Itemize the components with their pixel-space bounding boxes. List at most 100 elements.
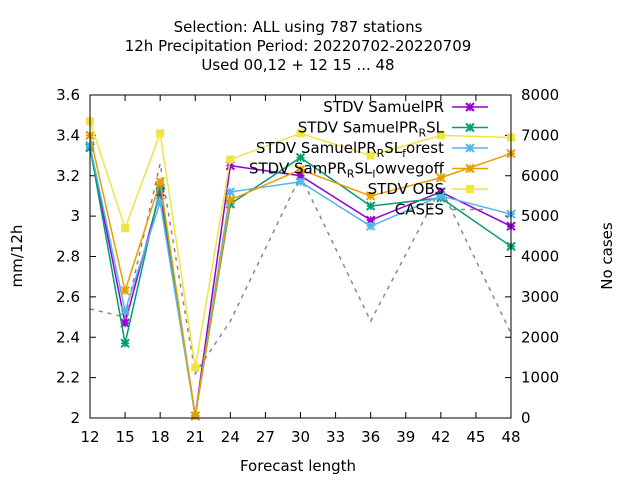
series-point xyxy=(121,224,130,233)
x-tick-label: 15 xyxy=(116,428,135,446)
y-tick-label: 2.6 xyxy=(56,288,80,306)
y2-tick-label: 4000 xyxy=(521,248,559,266)
x-tick-label: 18 xyxy=(151,428,170,446)
x-tick-label: 36 xyxy=(361,428,380,446)
y2-axis-label: No cases xyxy=(598,222,616,290)
series-point xyxy=(366,151,375,160)
series-point xyxy=(436,131,445,140)
x-tick-label: 30 xyxy=(291,428,310,446)
series-point xyxy=(120,286,130,296)
y-tick-label: 2.8 xyxy=(56,248,80,266)
y-tick-label: 3.2 xyxy=(56,167,80,185)
x-tick-label: 48 xyxy=(501,428,520,446)
x-axis-label: Forecast length xyxy=(240,457,356,475)
y-tick-label: 3 xyxy=(70,207,80,225)
series-point xyxy=(190,411,200,421)
y2-tick-label: 1000 xyxy=(521,369,559,387)
x-tick-label: 27 xyxy=(256,428,275,446)
title-line-2: 12h Precipitation Period: 20220702-20220… xyxy=(125,37,472,55)
series-point xyxy=(295,177,306,187)
y2-tick-label: 8000 xyxy=(521,86,559,104)
series-point xyxy=(365,221,376,231)
series-line xyxy=(89,147,512,417)
series-point xyxy=(295,152,306,163)
legend-label-main: STDV SamuelPR xyxy=(298,119,419,137)
legend-label-sub2: l xyxy=(372,168,375,181)
legend-label-main: STDV SamuelPR xyxy=(256,139,377,157)
series-3 xyxy=(85,140,516,421)
legend-label: STDV SamuelPR xyxy=(323,98,444,116)
series-point xyxy=(365,191,376,201)
title-line-1: Selection: ALL using 787 stations xyxy=(174,18,423,36)
y2-tick-label: 2000 xyxy=(521,328,559,346)
legend-marker xyxy=(465,143,475,153)
title-line-3: Used 00,12 + 12 15 ... 48 xyxy=(201,56,394,74)
legend-label: CASES xyxy=(395,201,444,219)
series-point xyxy=(296,129,305,138)
series-point xyxy=(295,164,306,175)
y-tick-label: 3.4 xyxy=(56,126,80,144)
legend-label-main: CASES xyxy=(395,201,444,219)
y-axis-label: mm/12h xyxy=(8,225,26,288)
legend-label-rest: SL xyxy=(426,119,445,137)
legend-marker xyxy=(465,163,475,174)
cases-line xyxy=(89,163,512,376)
cases-layer xyxy=(89,163,512,376)
legend-label: STDV SamuelPRRSL xyxy=(298,119,445,140)
series-point xyxy=(225,187,236,197)
x-tick-label: 24 xyxy=(221,428,240,446)
y2-tick-label: 3000 xyxy=(521,288,559,306)
legend-entry: STDV SamuelPR xyxy=(323,98,488,116)
series-line xyxy=(89,145,512,417)
legend-entry: CASES xyxy=(395,201,488,219)
series-point xyxy=(436,173,446,183)
x-tick-label: 33 xyxy=(326,428,345,446)
series-point xyxy=(120,338,130,349)
y2-tick-label: 7000 xyxy=(521,126,559,144)
legend-label-main: STDV OBS xyxy=(368,180,444,198)
y2-tick-label: 0 xyxy=(521,409,531,427)
series-point xyxy=(365,201,376,211)
x-tick-label: 45 xyxy=(466,428,485,446)
x-tick-label: 21 xyxy=(186,428,205,446)
legend-label-rest: SL xyxy=(384,139,403,157)
legend-label-sub: R xyxy=(347,168,355,181)
series-point xyxy=(226,155,235,164)
legend-entry: STDV OBS xyxy=(368,180,488,198)
legend-label-sub: R xyxy=(418,127,426,140)
legend-label-main: STDV SamPR xyxy=(249,160,347,178)
series-layer xyxy=(85,117,516,421)
legend-label-sub2: f xyxy=(402,147,407,160)
legend-entry: STDV SamuelPRRSLforest xyxy=(256,139,488,160)
legend-label-main: STDV SamuelPR xyxy=(323,98,444,116)
series-point xyxy=(156,129,165,138)
legend-label: STDV SamPRRSLlowvegoff xyxy=(249,160,445,181)
x-tick-label: 39 xyxy=(396,428,415,446)
y2-tick-label: 5000 xyxy=(521,207,559,225)
y-tick-label: 2 xyxy=(70,409,80,427)
legend-marker xyxy=(466,185,474,193)
y2-tick-label: 6000 xyxy=(521,167,559,185)
x-tick-label: 42 xyxy=(431,428,450,446)
legend-label-sub: R xyxy=(377,147,385,160)
series-point xyxy=(120,306,130,316)
series-point xyxy=(436,191,446,201)
legend-marker xyxy=(465,122,475,133)
y-tick-label: 2.2 xyxy=(56,369,80,387)
legend-label-rest2: orest xyxy=(406,139,444,157)
axes: 12 15 18 21 24 27 30 33 36 39 42 45 4822.22.42.62.83… xyxy=(56,86,559,446)
legend-marker xyxy=(465,102,475,112)
chart-title: Selection: ALL using 787 stations 12h Pr… xyxy=(125,18,472,74)
plot-frame xyxy=(89,94,512,419)
y-tick-label: 3.6 xyxy=(56,86,80,104)
legend-label-rest2: owvegoff xyxy=(375,160,444,178)
legend-entry: STDV SamPRRSLlowvegoff xyxy=(249,160,488,181)
legend-label: STDV OBS xyxy=(368,180,444,198)
legend-label-rest: SL xyxy=(354,160,373,178)
series-point xyxy=(155,177,165,187)
series-point xyxy=(225,195,236,205)
series-line xyxy=(89,147,512,417)
y-tick-label: 2.4 xyxy=(56,328,80,346)
